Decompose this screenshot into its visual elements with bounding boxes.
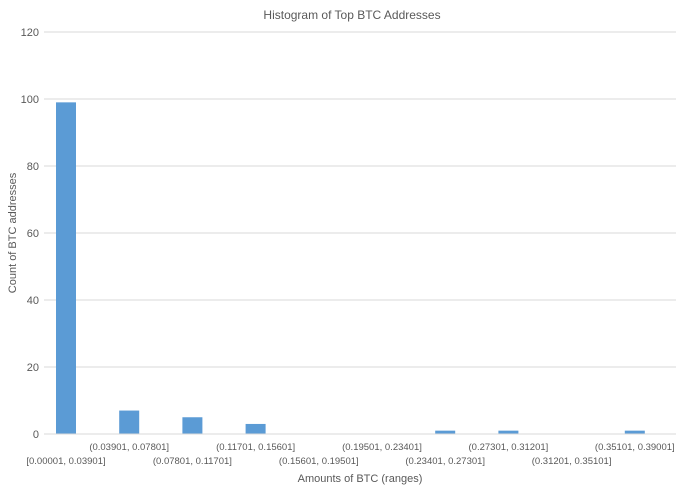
x-axis-ticks: [0.00001, 0.03901] (0.03901, 0.07801] (0.0… bbox=[26, 442, 674, 467]
x-tick-label: (0.27301, 0.31201] bbox=[469, 442, 549, 453]
y-tick-label: 80 bbox=[27, 161, 39, 173]
y-axis-label: Count of BTC addresses bbox=[7, 172, 19, 293]
bar bbox=[435, 430, 456, 434]
x-axis-label: Amounts of BTC (ranges) bbox=[298, 473, 423, 485]
bar bbox=[624, 430, 645, 434]
y-axis-ticks: 0 20 40 60 80 100 120 bbox=[21, 27, 39, 441]
x-tick-label: (0.31201, 0.35101] bbox=[532, 456, 612, 467]
bar bbox=[56, 102, 76, 434]
chart-title: Histogram of Top BTC Addresses bbox=[263, 8, 440, 22]
bar bbox=[119, 410, 140, 434]
x-tick-label: (0.23401, 0.27301] bbox=[405, 456, 485, 467]
y-tick-label: 20 bbox=[27, 362, 39, 374]
x-tick-label: (0.15601, 0.19501] bbox=[279, 456, 359, 467]
x-tick-label: (0.07801, 0.11701] bbox=[153, 456, 232, 467]
bar bbox=[182, 417, 203, 434]
x-tick-label: [0.00001, 0.03901] bbox=[26, 456, 105, 467]
y-tick-label: 0 bbox=[33, 429, 39, 441]
y-tick-label: 60 bbox=[27, 228, 39, 240]
y-tick-label: 100 bbox=[21, 94, 39, 106]
bars bbox=[56, 102, 645, 434]
x-tick-label: (0.35101, 0.39001] bbox=[595, 442, 675, 453]
x-tick-label: (0.03901, 0.07801] bbox=[89, 442, 169, 453]
x-tick-label: (0.19501, 0.23401] bbox=[342, 442, 422, 453]
y-tick-label: 40 bbox=[27, 295, 39, 307]
gridlines bbox=[44, 31, 676, 368]
bar bbox=[245, 423, 266, 434]
x-tick-label: (0.11701, 0.15601] bbox=[216, 442, 295, 453]
y-tick-label: 120 bbox=[21, 27, 39, 39]
bar bbox=[498, 430, 519, 434]
